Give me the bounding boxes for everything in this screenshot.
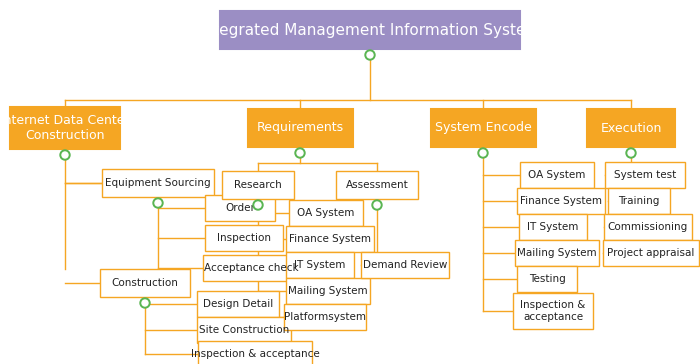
Text: Project appraisal: Project appraisal — [608, 248, 694, 258]
FancyBboxPatch shape — [198, 341, 312, 364]
Text: Assessment: Assessment — [346, 180, 408, 190]
Text: Demand Review: Demand Review — [363, 260, 447, 270]
Circle shape — [372, 200, 382, 210]
FancyBboxPatch shape — [284, 304, 366, 330]
FancyBboxPatch shape — [603, 240, 699, 266]
FancyBboxPatch shape — [289, 200, 363, 226]
Text: Acceptance check: Acceptance check — [204, 263, 298, 273]
FancyBboxPatch shape — [336, 171, 418, 199]
Circle shape — [478, 148, 488, 158]
FancyBboxPatch shape — [286, 226, 374, 252]
Text: Site Construction: Site Construction — [199, 325, 289, 335]
Text: OA System: OA System — [298, 208, 355, 218]
FancyBboxPatch shape — [513, 293, 593, 329]
FancyBboxPatch shape — [205, 195, 275, 221]
Circle shape — [297, 150, 303, 156]
Text: Order: Order — [225, 203, 255, 213]
FancyBboxPatch shape — [515, 240, 599, 266]
Circle shape — [626, 148, 636, 158]
FancyBboxPatch shape — [520, 162, 594, 188]
FancyBboxPatch shape — [205, 225, 283, 251]
FancyBboxPatch shape — [605, 162, 685, 188]
FancyBboxPatch shape — [102, 169, 214, 197]
Text: Platformsystem: Platformsystem — [284, 312, 366, 322]
Text: Inspection &
acceptance: Inspection & acceptance — [520, 300, 586, 322]
Circle shape — [367, 52, 373, 58]
Text: Internet Data Center
Construction: Internet Data Center Construction — [0, 114, 130, 142]
Text: Integrated Management Information System: Integrated Management Information System — [199, 23, 540, 37]
Text: Training: Training — [618, 196, 659, 206]
FancyBboxPatch shape — [430, 109, 536, 147]
Text: IT System: IT System — [294, 260, 346, 270]
Circle shape — [60, 150, 70, 160]
Text: Requirements: Requirements — [256, 122, 344, 135]
Text: Execution: Execution — [601, 122, 662, 135]
FancyBboxPatch shape — [286, 252, 354, 278]
Circle shape — [140, 298, 150, 308]
Circle shape — [253, 200, 263, 210]
FancyBboxPatch shape — [361, 252, 449, 278]
Text: Finance System: Finance System — [520, 196, 602, 206]
Text: Mailing System: Mailing System — [517, 248, 597, 258]
Circle shape — [480, 150, 486, 156]
Text: Testing: Testing — [528, 274, 566, 284]
Text: Mailing System: Mailing System — [288, 286, 368, 296]
Circle shape — [374, 202, 380, 208]
FancyBboxPatch shape — [10, 107, 120, 149]
FancyBboxPatch shape — [604, 214, 692, 240]
Circle shape — [62, 152, 68, 158]
FancyBboxPatch shape — [519, 214, 587, 240]
FancyBboxPatch shape — [517, 266, 577, 292]
Circle shape — [155, 200, 161, 206]
Text: Commissioning: Commissioning — [608, 222, 688, 232]
Circle shape — [255, 202, 261, 208]
FancyBboxPatch shape — [197, 291, 279, 317]
FancyBboxPatch shape — [286, 278, 370, 304]
FancyBboxPatch shape — [222, 171, 294, 199]
Text: Construction: Construction — [111, 278, 178, 288]
FancyBboxPatch shape — [203, 255, 299, 281]
Circle shape — [365, 50, 375, 60]
Circle shape — [153, 198, 163, 208]
Text: System test: System test — [614, 170, 676, 180]
Text: System Encode: System Encode — [435, 122, 531, 135]
Text: Equipment Sourcing: Equipment Sourcing — [105, 178, 211, 188]
FancyBboxPatch shape — [100, 269, 190, 297]
FancyBboxPatch shape — [197, 317, 291, 343]
FancyBboxPatch shape — [248, 109, 353, 147]
Text: Design Detail: Design Detail — [203, 299, 273, 309]
Circle shape — [295, 148, 305, 158]
Circle shape — [142, 300, 148, 306]
Text: Inspection & acceptance: Inspection & acceptance — [190, 349, 319, 359]
Text: Finance System: Finance System — [289, 234, 371, 244]
FancyBboxPatch shape — [608, 188, 670, 214]
Text: Inspection: Inspection — [217, 233, 271, 243]
FancyBboxPatch shape — [587, 109, 675, 147]
Text: IT System: IT System — [527, 222, 579, 232]
Text: Research: Research — [234, 180, 282, 190]
Circle shape — [628, 150, 634, 156]
FancyBboxPatch shape — [220, 11, 520, 49]
Text: OA System: OA System — [528, 170, 586, 180]
FancyBboxPatch shape — [517, 188, 605, 214]
